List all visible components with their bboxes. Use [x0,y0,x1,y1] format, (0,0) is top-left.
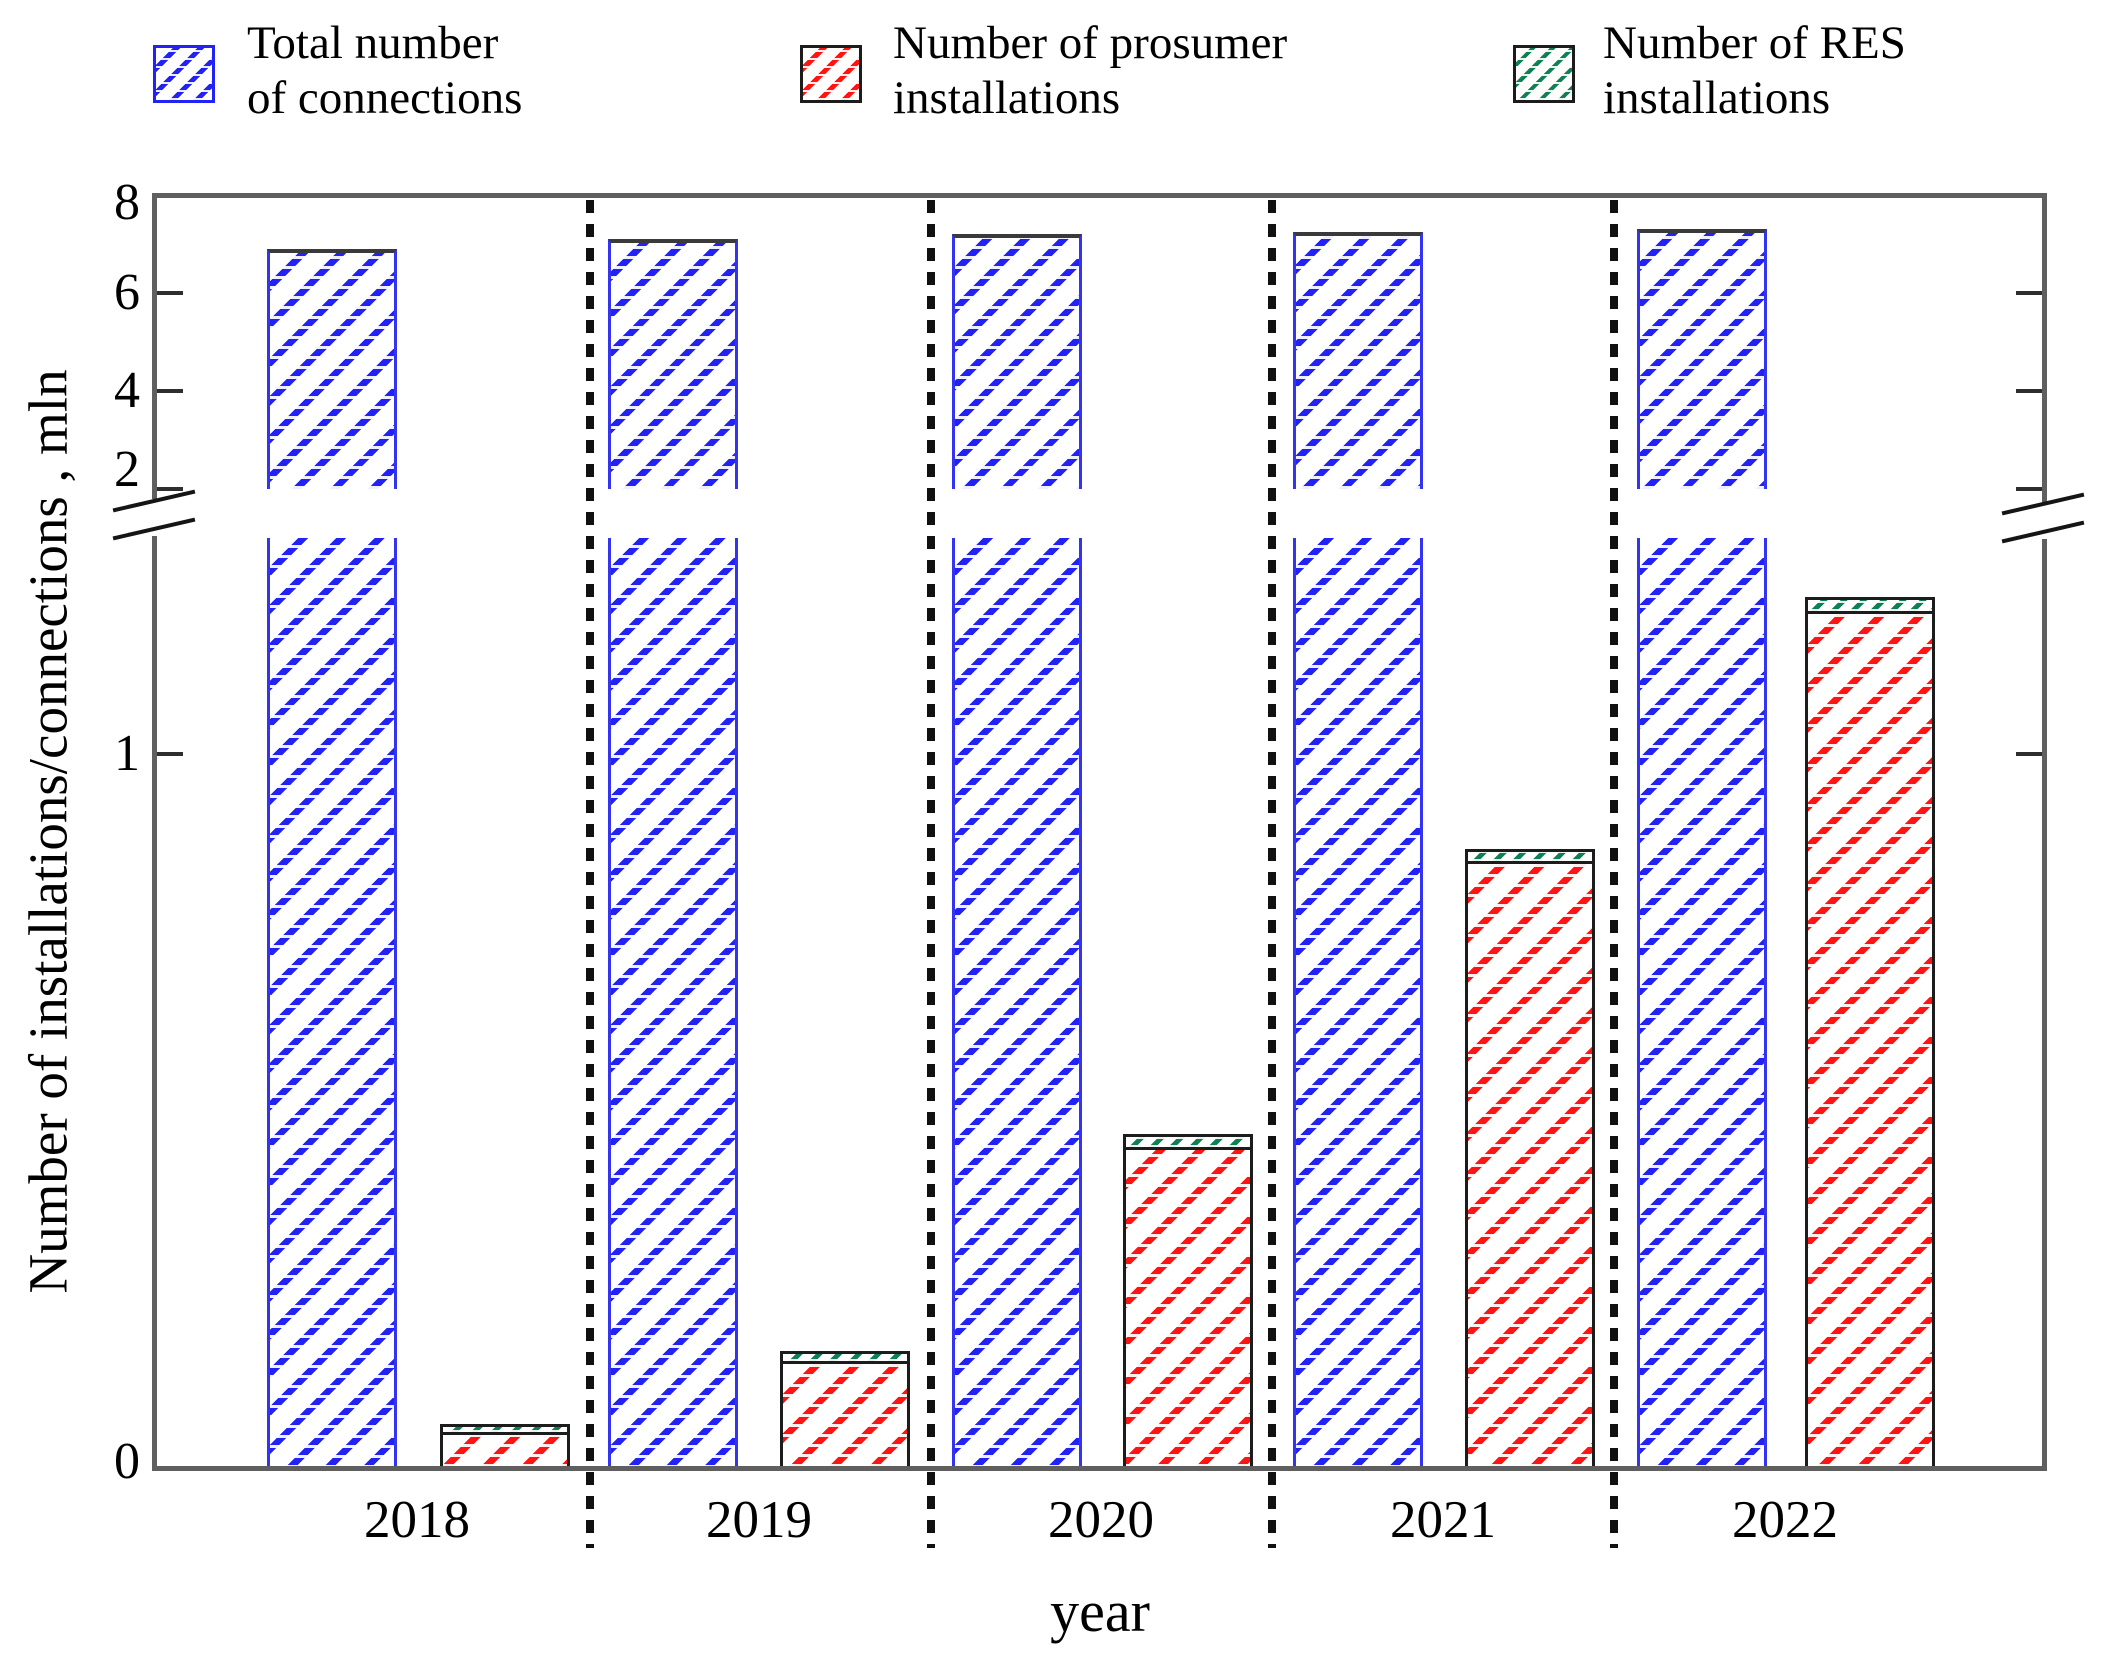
bar-total-connections-lower-2021 [1293,538,1423,1468]
bar-res-installations-2022 [1808,599,1932,615]
bar-prosumer-installations-2021 [1468,864,1592,1467]
year-separator-dotted-line-3 [1268,200,1276,1548]
bar-total-connections-lower-2022 [1637,538,1767,1468]
y-tick-label-8: 8 [114,174,140,231]
bar-total-connections-upper-2019 [608,239,738,489]
legend-swatch-blue-hatch-icon [153,45,215,103]
y-tick-label-lower-0: 0 [114,1433,140,1490]
bar-prosumer-res-stack-2022 [1805,596,1935,1470]
x-tick-label-2018: 2018 [364,1491,470,1549]
bar-prosumer-installations-2020 [1126,1149,1250,1467]
right-axis-break-gap [2039,502,2050,539]
left-axis-break-gap [149,499,160,536]
bar-prosumer-res-stack-2021 [1465,848,1595,1470]
bar-prosumer-installations-2022 [1808,614,1932,1467]
legend-item-total-connections: Total number of connections [153,0,713,130]
left-y-tick-4 [157,389,183,393]
year-separator-dotted-line-2 [927,200,935,1548]
legend-swatch-green-hatch-icon [1513,45,1575,103]
x-tick-label-2022: 2022 [1732,1491,1838,1549]
right-spine [2042,193,2047,1471]
bottom-spine [154,1466,2047,1471]
left-spine [152,193,157,1471]
top-spine [154,193,2047,198]
bar-total-connections-upper-2020 [952,234,1082,489]
legend-item-res-installations: Number of RES installations [1513,0,2073,130]
bar-total-connections-lower-2019 [608,538,738,1468]
x-axis-title: year [1050,1579,1150,1644]
bar-total-connections-lower-2020 [952,538,1082,1468]
right-y-tick-4 [2016,389,2042,393]
bar-total-connections-upper-2021 [1293,231,1423,489]
y-tick-label-2: 2 [114,441,140,498]
bar-prosumer-res-stack-2020 [1123,1133,1253,1470]
legend-label-total-connections: Total number of connections [247,17,523,124]
bar-prosumer-installations-2018 [443,1435,567,1467]
bar-prosumer-installations-2019 [783,1363,907,1467]
legend-item-prosumer-installations: Number of prosumer installations [800,0,1440,130]
y-tick-label-6: 6 [114,264,140,321]
left-y-tick-6 [157,291,183,295]
bar-res-installations-2019 [783,1353,907,1364]
bar-prosumer-res-stack-2019 [780,1350,910,1470]
y-axis-title: Number of installations/connections , ml… [17,369,79,1294]
right-y-tick-lower-1 [2016,752,2042,756]
x-tick-label-2019: 2019 [706,1491,812,1549]
legend-label-res-installations: Number of RES installations [1603,17,1906,124]
bar-res-installations-2020 [1126,1136,1250,1150]
x-tick-label-2020: 2020 [1048,1491,1154,1549]
bar-res-installations-2018 [443,1426,567,1436]
right-y-tick-2 [2016,487,2042,491]
legend: Total number of connections Number of pr… [0,0,2105,135]
bar-total-connections-upper-2018 [267,248,397,489]
bar-total-connections-lower-2018 [267,538,397,1468]
y-tick-label-lower-1: 1 [114,725,140,782]
left-y-tick-2 [157,487,183,491]
x-tick-label-2021: 2021 [1390,1491,1496,1549]
year-separator-dotted-line-1 [586,200,594,1548]
legend-swatch-red-hatch-icon [800,45,862,103]
bar-total-connections-upper-2022 [1637,229,1767,489]
right-y-tick-6 [2016,291,2042,295]
legend-label-prosumer-installations: Number of prosumer installations [893,17,1288,124]
bar-res-installations-2021 [1468,851,1592,865]
y-tick-label-4: 4 [114,362,140,419]
left-y-tick-lower-1 [157,752,183,756]
year-separator-dotted-line-4 [1610,200,1618,1548]
bar-prosumer-res-stack-2018 [440,1423,570,1470]
